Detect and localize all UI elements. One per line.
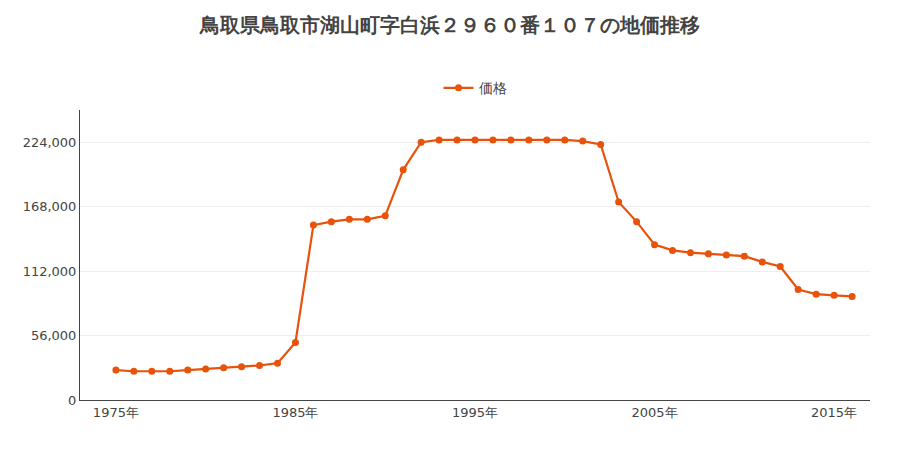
svg-text:0: 0 <box>68 393 76 408</box>
svg-text:112,000: 112,000 <box>23 264 77 279</box>
svg-text:1985年: 1985年 <box>272 405 318 420</box>
svg-text:168,000: 168,000 <box>23 199 77 214</box>
svg-text:2015年: 2015年 <box>811 405 857 420</box>
svg-text:1995年: 1995年 <box>452 405 498 420</box>
svg-text:224,000: 224,000 <box>23 135 77 150</box>
svg-text:1975年: 1975年 <box>93 405 139 420</box>
svg-text:56,000: 56,000 <box>31 328 77 343</box>
svg-text:鳥取県鳥取市湖山町字白浜２９６０番１０７の地価推移: 鳥取県鳥取市湖山町字白浜２９６０番１０７の地価推移 <box>199 13 700 37</box>
svg-text:価格: 価格 <box>479 80 507 96</box>
svg-text:2005年: 2005年 <box>632 405 678 420</box>
